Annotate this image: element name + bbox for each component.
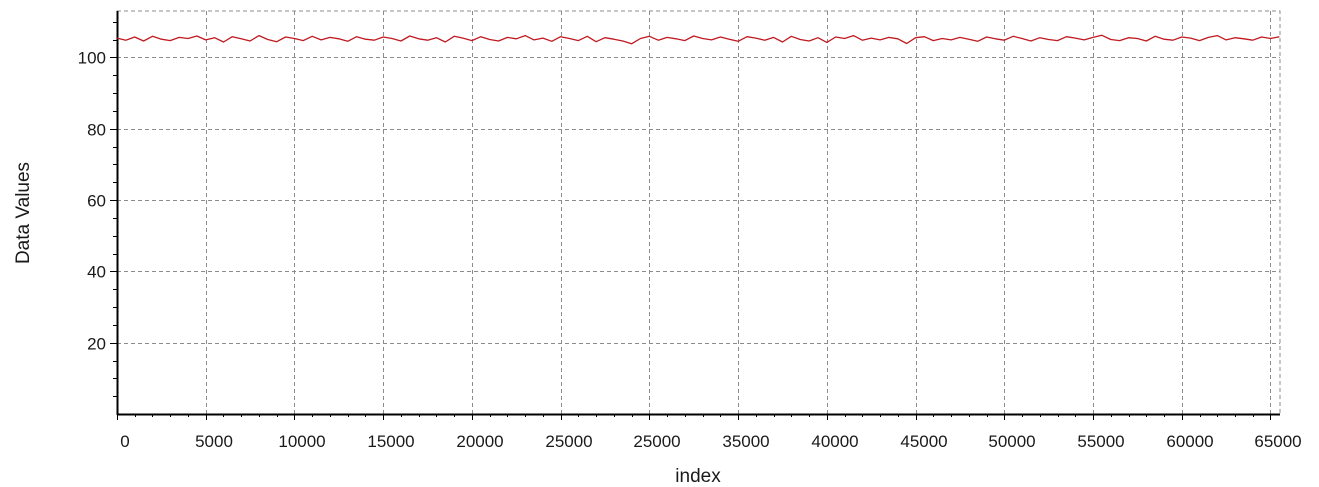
x-tick-label: 55000 (1077, 432, 1124, 451)
x-tick-label: 50000 (988, 432, 1035, 451)
y-tick-label: 80 (87, 121, 106, 140)
x-tick-label: 35000 (722, 432, 769, 451)
series-group (116, 34, 1280, 45)
plot-frame (116, 10, 1281, 415)
y-tick-label: 20 (87, 335, 106, 354)
y-axis-ticks: 20 40 60 80 100 (78, 22, 117, 397)
x-axis-label: index (675, 466, 721, 487)
series-line (116, 34, 1280, 45)
x-tick-label: 60000 (1166, 432, 1213, 451)
x-axis-ticks: 0 5000 10000 15000 20000 25000 25000 35000 40000… (117, 414, 1302, 451)
y-tick-label: 60 (87, 192, 106, 211)
y-tick-label: 100 (78, 49, 106, 68)
x-tick-label: 65000 (1254, 432, 1301, 451)
x-tick-label: 10000 (278, 432, 325, 451)
x-tick-label: 25000 (545, 432, 592, 451)
x-tick-label: 40000 (811, 432, 858, 451)
x-tick-label: 45000 (900, 432, 947, 451)
x-tick-label: 5000 (195, 432, 233, 451)
x-tick-label: 15000 (367, 432, 414, 451)
y-axis-label: Data Values (13, 162, 34, 264)
x-tick-label: 0 (120, 432, 129, 451)
x-tick-label: 25000 (633, 432, 680, 451)
grid-lines (116, 10, 1281, 415)
y-tick-label: 40 (87, 263, 106, 282)
x-tick-label: 20000 (456, 432, 503, 451)
